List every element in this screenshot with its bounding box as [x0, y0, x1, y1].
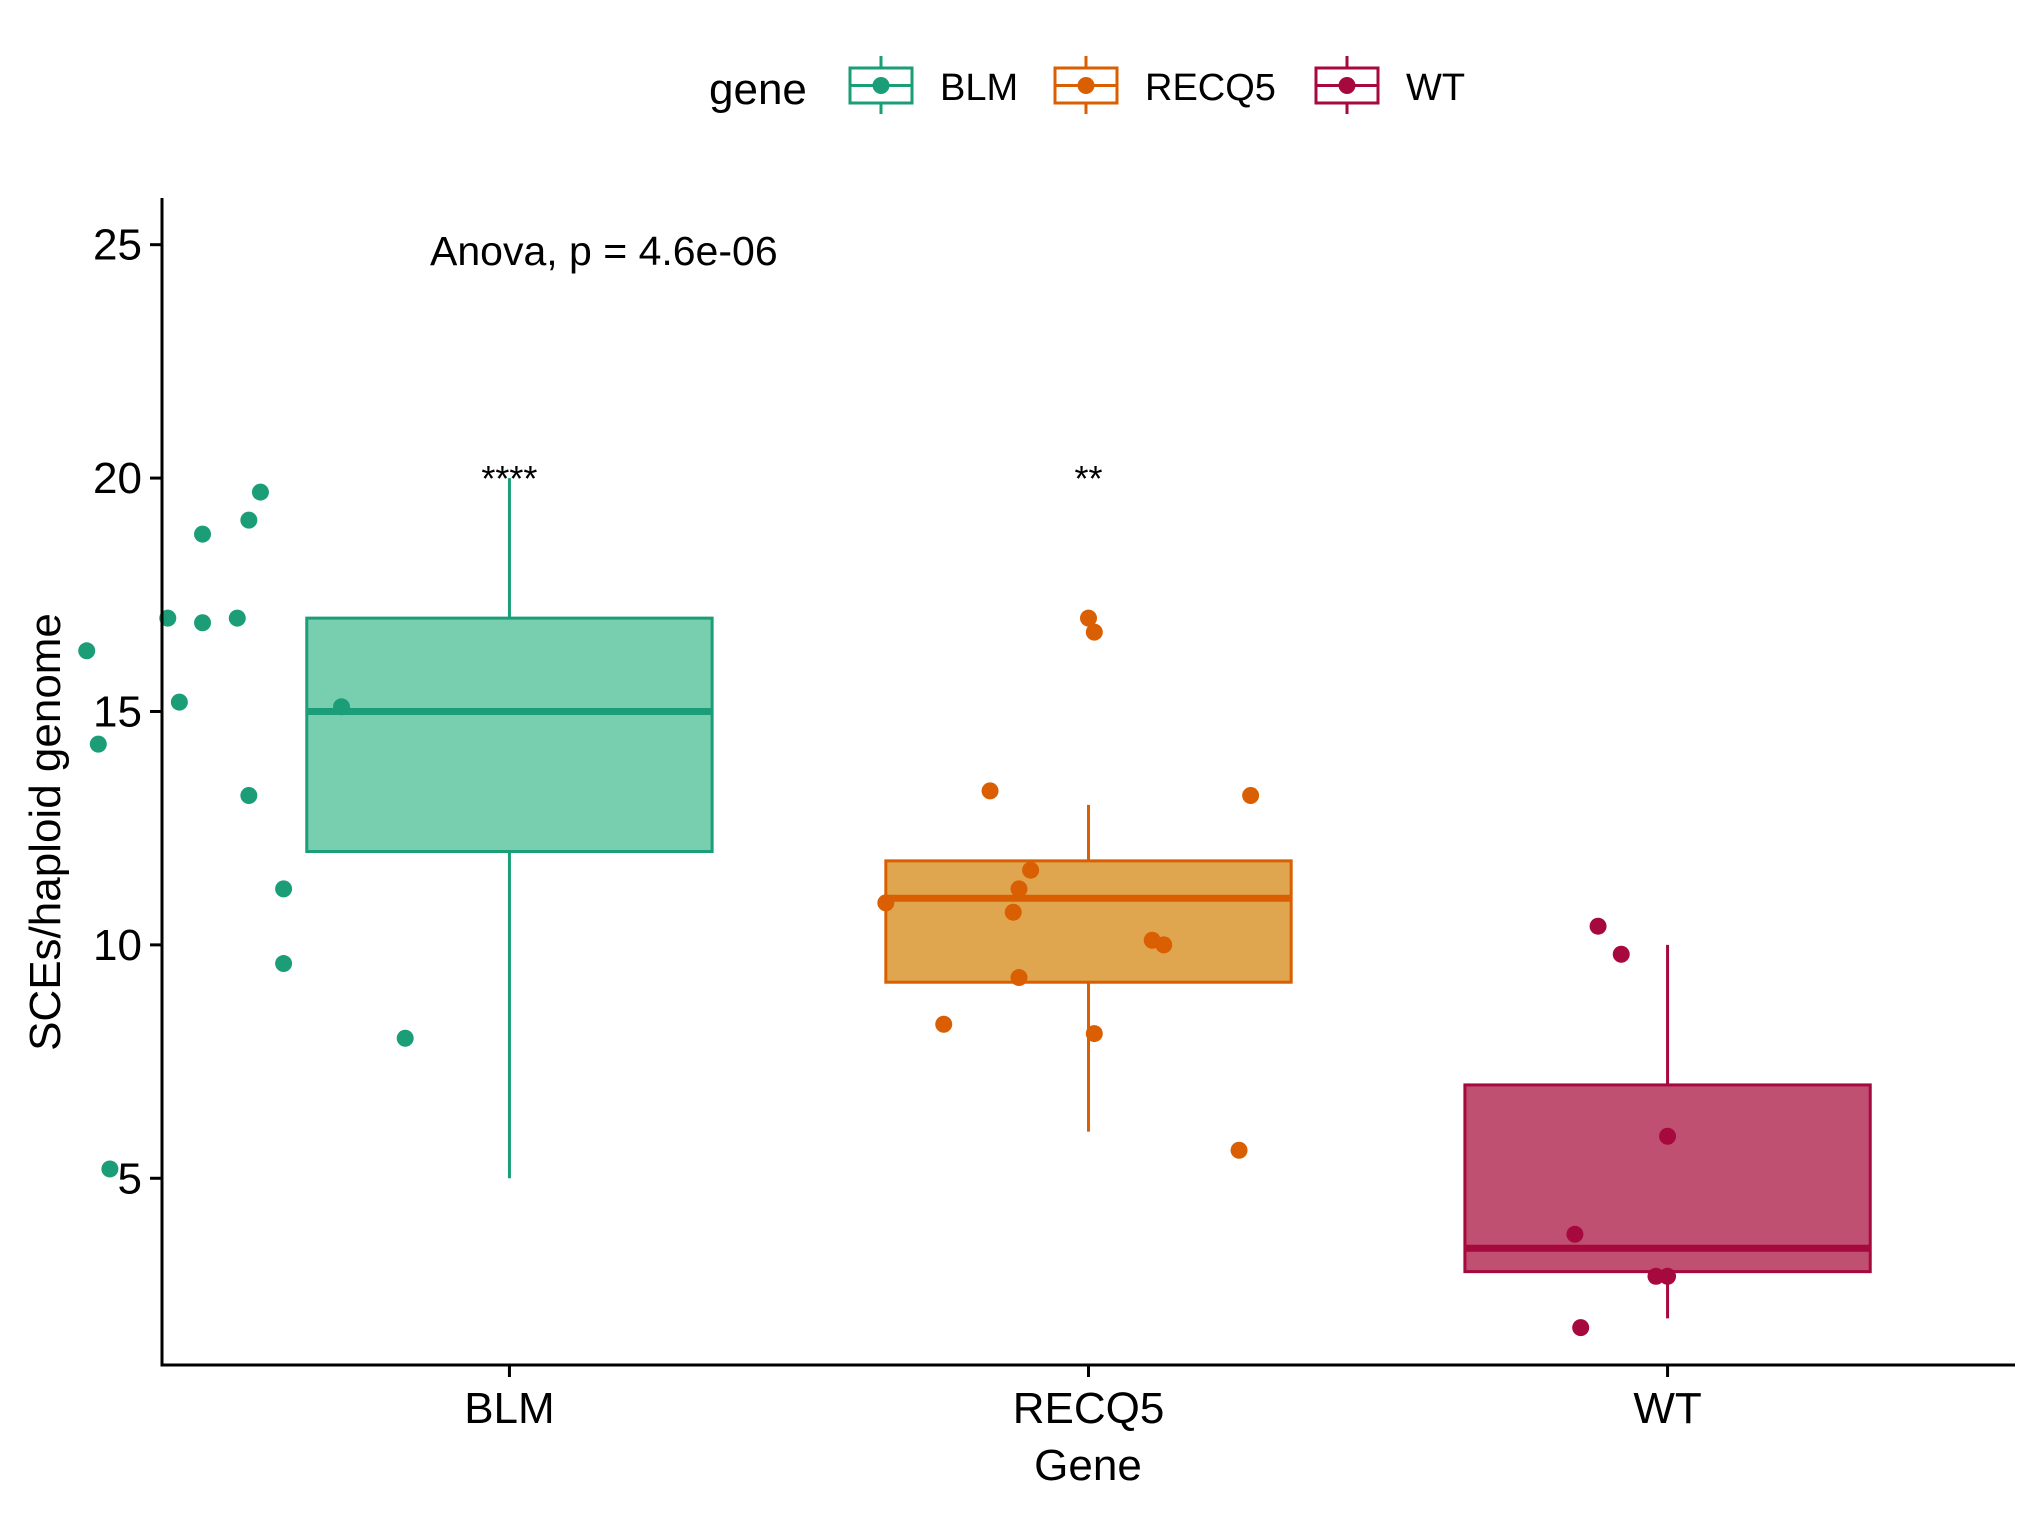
- y-tick-label: 25: [93, 221, 142, 270]
- data-point-recq5: [935, 1015, 953, 1033]
- y-tick-label: 10: [93, 921, 142, 970]
- data-point-blm: [159, 609, 177, 627]
- legend-item-wt: WT: [1314, 56, 1465, 114]
- data-point-wt: [1659, 1267, 1677, 1285]
- x-tick-label: RECQ5: [1013, 1384, 1165, 1433]
- legend-item-blm: BLM: [848, 56, 1018, 114]
- box-wt: [1463, 1083, 1872, 1274]
- data-point-wt: [1589, 917, 1607, 935]
- data-point-wt: [1612, 945, 1630, 963]
- data-point-recq5: [1010, 880, 1028, 898]
- data-point-blm: [194, 614, 212, 632]
- data-point-wt: [1572, 1319, 1590, 1337]
- significance-label-blm: ****: [481, 458, 537, 499]
- y-tick-label: 20: [93, 454, 142, 503]
- significance-label-recq5: **: [1074, 458, 1102, 499]
- data-point-recq5: [1085, 1025, 1103, 1043]
- data-point-blm: [275, 880, 293, 898]
- data-point-recq5: [877, 894, 895, 912]
- box-blm: [305, 616, 714, 854]
- data-point-blm: [101, 1160, 119, 1178]
- data-point-recq5: [981, 782, 999, 800]
- y-tick-label: 15: [93, 687, 142, 736]
- legend-label-blm: BLM: [940, 67, 1018, 109]
- data-point-recq5: [1085, 623, 1103, 641]
- legend-dot-blm: [872, 77, 890, 94]
- legend-dot-recq5: [1077, 77, 1095, 94]
- data-point-blm: [78, 642, 96, 660]
- x-tick-label: WT: [1633, 1384, 1701, 1433]
- data-point-blm: [170, 693, 188, 711]
- data-point-recq5: [1080, 609, 1097, 627]
- data-point-blm: [194, 525, 212, 543]
- legend-label-recq5: RECQ5: [1145, 67, 1276, 109]
- data-point-blm: [228, 609, 246, 627]
- data-point-recq5: [1010, 969, 1028, 987]
- y-axis-label: SCEs/haploid genome: [21, 613, 70, 1051]
- legend-title: gene: [709, 65, 807, 114]
- data-point-blm: [333, 698, 351, 716]
- anova-annotation: Anova, p = 4.6e-06: [430, 228, 778, 274]
- data-point-recq5: [1022, 861, 1040, 879]
- x-tick-label: BLM: [464, 1384, 554, 1433]
- legend: gene BLM RECQ5 WT: [709, 56, 1465, 114]
- data-point-blm: [240, 511, 258, 529]
- box-recq5: [884, 859, 1293, 984]
- data-point-recq5: [1155, 936, 1173, 954]
- data-point-recq5: [1242, 787, 1260, 805]
- legend-label-wt: WT: [1406, 67, 1465, 109]
- data-point-blm: [240, 787, 258, 805]
- data-point-recq5: [1230, 1141, 1248, 1159]
- y-tick-label: 5: [118, 1154, 142, 1203]
- data-point-recq5: [1004, 903, 1022, 921]
- data-point-wt: [1659, 1127, 1677, 1145]
- legend-dot-wt: [1338, 77, 1356, 94]
- data-point-blm: [251, 483, 269, 501]
- legend-item-recq5: RECQ5: [1053, 56, 1276, 114]
- data-point-blm: [89, 735, 107, 753]
- x-axis-label: Gene: [1034, 1441, 1142, 1490]
- data-point-blm: [396, 1029, 414, 1047]
- data-point-blm: [275, 955, 293, 973]
- data-point-wt: [1566, 1225, 1584, 1243]
